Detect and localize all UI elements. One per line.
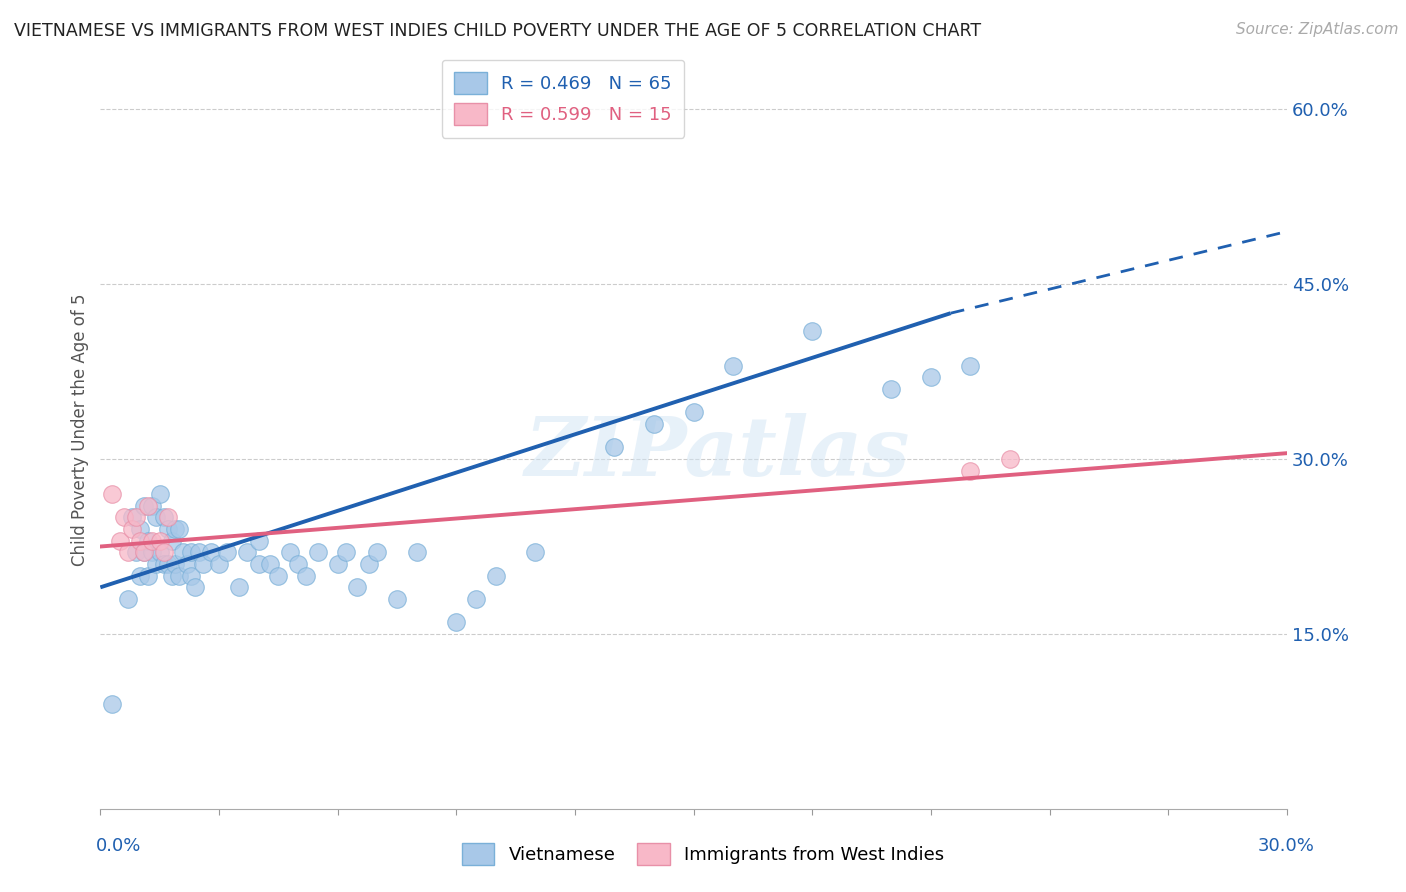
Point (101, 697, 124, 711)
Point (136, 499, 159, 513)
Point (141, 499, 163, 513)
Point (959, 359, 981, 373)
Point (366, 545, 388, 559)
Point (235, 545, 257, 559)
Point (180, 545, 202, 559)
Point (132, 545, 155, 559)
Point (172, 545, 194, 559)
Point (141, 533, 163, 548)
Point (169, 568, 191, 582)
Point (132, 545, 155, 559)
Point (998, 452, 1021, 467)
Point (307, 545, 329, 559)
Point (359, 557, 381, 571)
Point (160, 568, 183, 582)
Text: 0.0%: 0.0% (96, 837, 141, 855)
Point (125, 510, 148, 524)
Point (682, 405, 704, 419)
Point (208, 557, 231, 571)
Point (149, 487, 172, 501)
Text: 30.0%: 30.0% (1258, 837, 1315, 855)
Point (193, 557, 215, 571)
Point (152, 557, 174, 571)
Point (145, 557, 167, 571)
Legend: R = 0.469   N = 65, R = 0.599   N = 15: R = 0.469 N = 65, R = 0.599 N = 15 (441, 60, 685, 138)
Point (385, 592, 408, 607)
Point (149, 533, 172, 548)
Point (129, 533, 152, 548)
Point (405, 545, 427, 559)
Point (149, 545, 172, 559)
Point (465, 592, 488, 607)
Text: VIETNAMESE VS IMMIGRANTS FROM WEST INDIES CHILD POVERTY UNDER THE AGE OF 5 CORRE: VIETNAMESE VS IMMIGRANTS FROM WEST INDIE… (14, 22, 981, 40)
Point (295, 568, 318, 582)
Point (176, 557, 198, 571)
Point (287, 557, 309, 571)
Point (132, 499, 155, 513)
Text: ZIPatlas: ZIPatlas (524, 413, 910, 492)
Point (165, 522, 187, 536)
Point (326, 557, 349, 571)
Point (156, 522, 179, 536)
Point (108, 533, 131, 548)
Point (129, 568, 152, 582)
Point (247, 533, 270, 548)
Point (485, 568, 508, 582)
Point (136, 533, 159, 548)
Point (959, 464, 981, 478)
Point (129, 522, 152, 536)
Point (184, 580, 207, 594)
Point (278, 545, 301, 559)
Point (101, 487, 124, 501)
Point (801, 324, 824, 338)
Point (112, 510, 135, 524)
Text: Source: ZipAtlas.com: Source: ZipAtlas.com (1236, 22, 1399, 37)
Y-axis label: Child Poverty Under the Age of 5: Child Poverty Under the Age of 5 (72, 293, 89, 566)
Point (267, 568, 290, 582)
Point (156, 557, 179, 571)
Point (160, 533, 183, 548)
Point (180, 568, 202, 582)
Point (880, 382, 903, 396)
Point (228, 580, 250, 594)
Point (335, 545, 357, 559)
Point (117, 545, 139, 559)
Point (136, 568, 159, 582)
Point (524, 545, 547, 559)
Point (117, 592, 139, 607)
Point (247, 557, 270, 571)
Point (141, 545, 163, 559)
Point (156, 510, 179, 524)
Point (721, 359, 744, 373)
Point (446, 615, 468, 630)
Point (145, 510, 167, 524)
Point (643, 417, 665, 431)
Point (920, 370, 942, 384)
Point (215, 545, 238, 559)
Point (125, 545, 148, 559)
Point (121, 522, 143, 536)
Point (603, 441, 626, 455)
Point (188, 545, 211, 559)
Point (152, 510, 174, 524)
Point (259, 557, 281, 571)
Point (169, 522, 191, 536)
Point (152, 545, 174, 559)
Legend: Vietnamese, Immigrants from West Indies: Vietnamese, Immigrants from West Indies (453, 834, 953, 874)
Point (200, 545, 222, 559)
Point (165, 557, 187, 571)
Point (346, 580, 368, 594)
Point (121, 510, 143, 524)
